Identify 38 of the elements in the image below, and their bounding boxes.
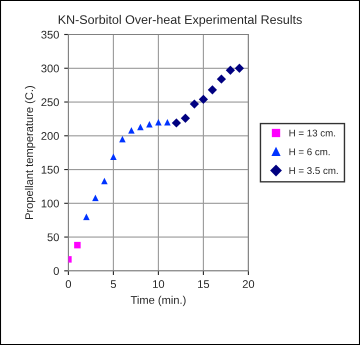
y-tick-label: 350 — [41, 30, 59, 39]
y-tick-label: 200 — [41, 132, 59, 140]
point — [137, 124, 144, 130]
legend-label: H = 13 cm. — [289, 130, 336, 136]
x-axis-title: Time (min.) — [130, 296, 186, 306]
y-tick-label: 100 — [42, 200, 59, 208]
point — [155, 119, 162, 126]
chart-title: KN-Sorbitol Over-heat Experimental Results — [58, 14, 302, 27]
point — [92, 194, 99, 202]
x-tick-label: 10 — [153, 280, 164, 288]
point — [216, 74, 226, 84]
point — [198, 94, 208, 104]
point — [128, 127, 135, 134]
point — [74, 242, 81, 248]
x-tick-label: 0 — [66, 280, 72, 288]
point — [110, 153, 117, 160]
point — [101, 178, 108, 184]
y-tick-label: 250 — [41, 98, 59, 106]
y-tick-label: 150 — [42, 166, 59, 174]
point — [164, 119, 171, 126]
point — [83, 214, 90, 220]
y-tick-label: 300 — [41, 64, 59, 72]
y-tick-label: 0 — [54, 267, 59, 275]
point — [190, 99, 200, 109]
point — [234, 64, 244, 73]
point — [226, 66, 236, 75]
x-tick-label: 15 — [198, 280, 210, 288]
point — [172, 118, 182, 128]
x-tick-label: 20 — [242, 280, 254, 288]
point — [208, 85, 218, 94]
y-tick-label: 50 — [47, 233, 59, 242]
y-axis-title: Propellant temperature (C.) — [24, 86, 36, 220]
point — [119, 136, 126, 142]
legend-label: H = 6 cm. — [289, 148, 330, 156]
point — [180, 114, 190, 123]
point — [146, 121, 153, 128]
x-tick-label: 5 — [110, 280, 116, 288]
legend-label: H = 3.5 cm. — [289, 167, 338, 174]
